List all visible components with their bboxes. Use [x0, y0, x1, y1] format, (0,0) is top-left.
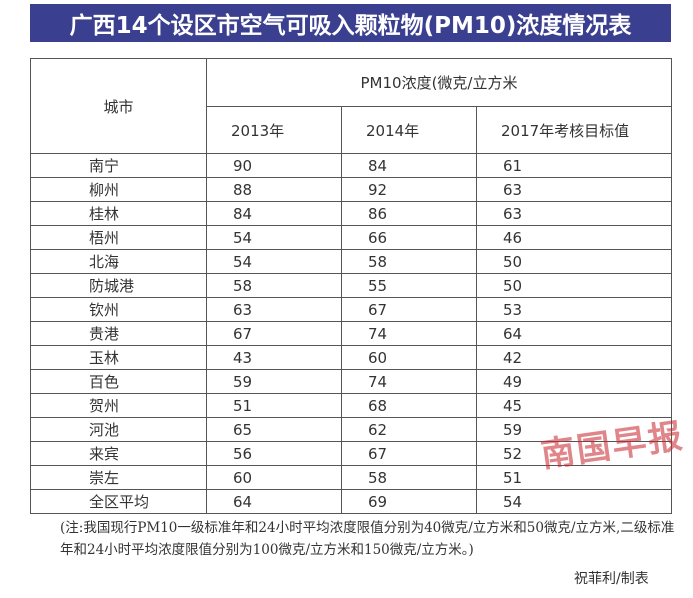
table-row: 贵港 67 74 64 [30, 321, 672, 346]
cell-2013: 84 [206, 201, 342, 226]
header-2017-target: 2017年考核目标值 [476, 106, 672, 154]
cell-2014: 68 [341, 393, 477, 418]
cell-city: 南宁 [30, 153, 207, 178]
cell-2013: 65 [206, 417, 342, 442]
cell-city: 北海 [30, 249, 207, 274]
cell-city: 防城港 [30, 273, 207, 298]
cell-2017-target: 42 [476, 345, 672, 370]
header-city: 城市 [30, 58, 207, 154]
pm10-table: 城市 PM10浓度(微克/立方米 2013年 2014年 2017年考核目标值 … [30, 58, 672, 514]
cell-city: 桂林 [30, 201, 207, 226]
table-row: 来宾 56 67 52 [30, 441, 672, 466]
cell-2017-target: 50 [476, 249, 672, 274]
cell-2014: 58 [341, 465, 477, 490]
table-row: 玉林 43 60 42 [30, 345, 672, 370]
cell-2014: 74 [341, 321, 477, 346]
cell-city: 崇左 [30, 465, 207, 490]
cell-2013: 60 [206, 465, 342, 490]
cell-2013: 63 [206, 297, 342, 322]
table-row: 北海 54 58 50 [30, 249, 672, 274]
header-2013: 2013年 [206, 106, 342, 154]
cell-2014: 69 [341, 489, 477, 514]
cell-2014: 86 [341, 201, 477, 226]
table-row: 柳州 88 92 63 [30, 177, 672, 202]
cell-2017-target: 50 [476, 273, 672, 298]
cell-2013: 88 [206, 177, 342, 202]
cell-2017-target: 59 [476, 417, 672, 442]
cell-city: 梧州 [30, 225, 207, 250]
cell-2014: 67 [341, 297, 477, 322]
table-row: 百色 59 74 49 [30, 369, 672, 394]
cell-2013: 54 [206, 225, 342, 250]
cell-city: 全区平均 [30, 489, 207, 514]
cell-2014: 58 [341, 249, 477, 274]
cell-2017-target: 61 [476, 153, 672, 178]
cell-2013: 59 [206, 369, 342, 394]
cell-2017-target: 63 [476, 201, 672, 226]
cell-2013: 67 [206, 321, 342, 346]
cell-2017-target: 53 [476, 297, 672, 322]
cell-city: 钦州 [30, 297, 207, 322]
cell-city: 贺州 [30, 393, 207, 418]
table-row: 全区平均 64 69 54 [30, 489, 672, 514]
cell-2014: 92 [341, 177, 477, 202]
cell-2014: 62 [341, 417, 477, 442]
table-title: 广西14个设区市空气可吸入颗粒物(PM10)浓度情况表 [30, 4, 671, 42]
cell-2013: 43 [206, 345, 342, 370]
cell-city: 柳州 [30, 177, 207, 202]
cell-city: 河池 [30, 417, 207, 442]
cell-2017-target: 52 [476, 441, 672, 466]
cell-city: 玉林 [30, 345, 207, 370]
cell-2013: 54 [206, 249, 342, 274]
cell-2014: 84 [341, 153, 477, 178]
table-row: 钦州 63 67 53 [30, 297, 672, 322]
cell-2017-target: 46 [476, 225, 672, 250]
cell-2014: 66 [341, 225, 477, 250]
header-pm10-group: PM10浓度(微克/立方米 [206, 58, 672, 107]
cell-2013: 64 [206, 489, 342, 514]
cell-2017-target: 63 [476, 177, 672, 202]
table-row: 桂林 84 86 63 [30, 201, 672, 226]
cell-2014: 60 [341, 345, 477, 370]
cell-2013: 58 [206, 273, 342, 298]
table-row: 南宁 90 84 61 [30, 153, 672, 178]
cell-city: 来宾 [30, 441, 207, 466]
cell-city: 贵港 [30, 321, 207, 346]
header-2014: 2014年 [341, 106, 477, 154]
cell-2014: 74 [341, 369, 477, 394]
cell-2017-target: 64 [476, 321, 672, 346]
credit: 祝菲利/制表 [574, 571, 649, 587]
table-row: 防城港 58 55 50 [30, 273, 672, 298]
cell-city: 百色 [30, 369, 207, 394]
footnote: (注:我国现行PM10一级标准年和24小时平均浓度限值分别为40微克/立方米和5… [60, 517, 680, 561]
cell-2014: 67 [341, 441, 477, 466]
table-row: 贺州 51 68 45 [30, 393, 672, 418]
table-row: 梧州 54 66 46 [30, 225, 672, 250]
cell-2013: 51 [206, 393, 342, 418]
cell-2017-target: 54 [476, 489, 672, 514]
cell-2017-target: 49 [476, 369, 672, 394]
cell-2013: 90 [206, 153, 342, 178]
footnote-text: (注:我国现行PM10一级标准年和24小时平均浓度限值分别为40微克/立方米和5… [60, 520, 675, 558]
cell-2014: 55 [341, 273, 477, 298]
cell-2013: 56 [206, 441, 342, 466]
